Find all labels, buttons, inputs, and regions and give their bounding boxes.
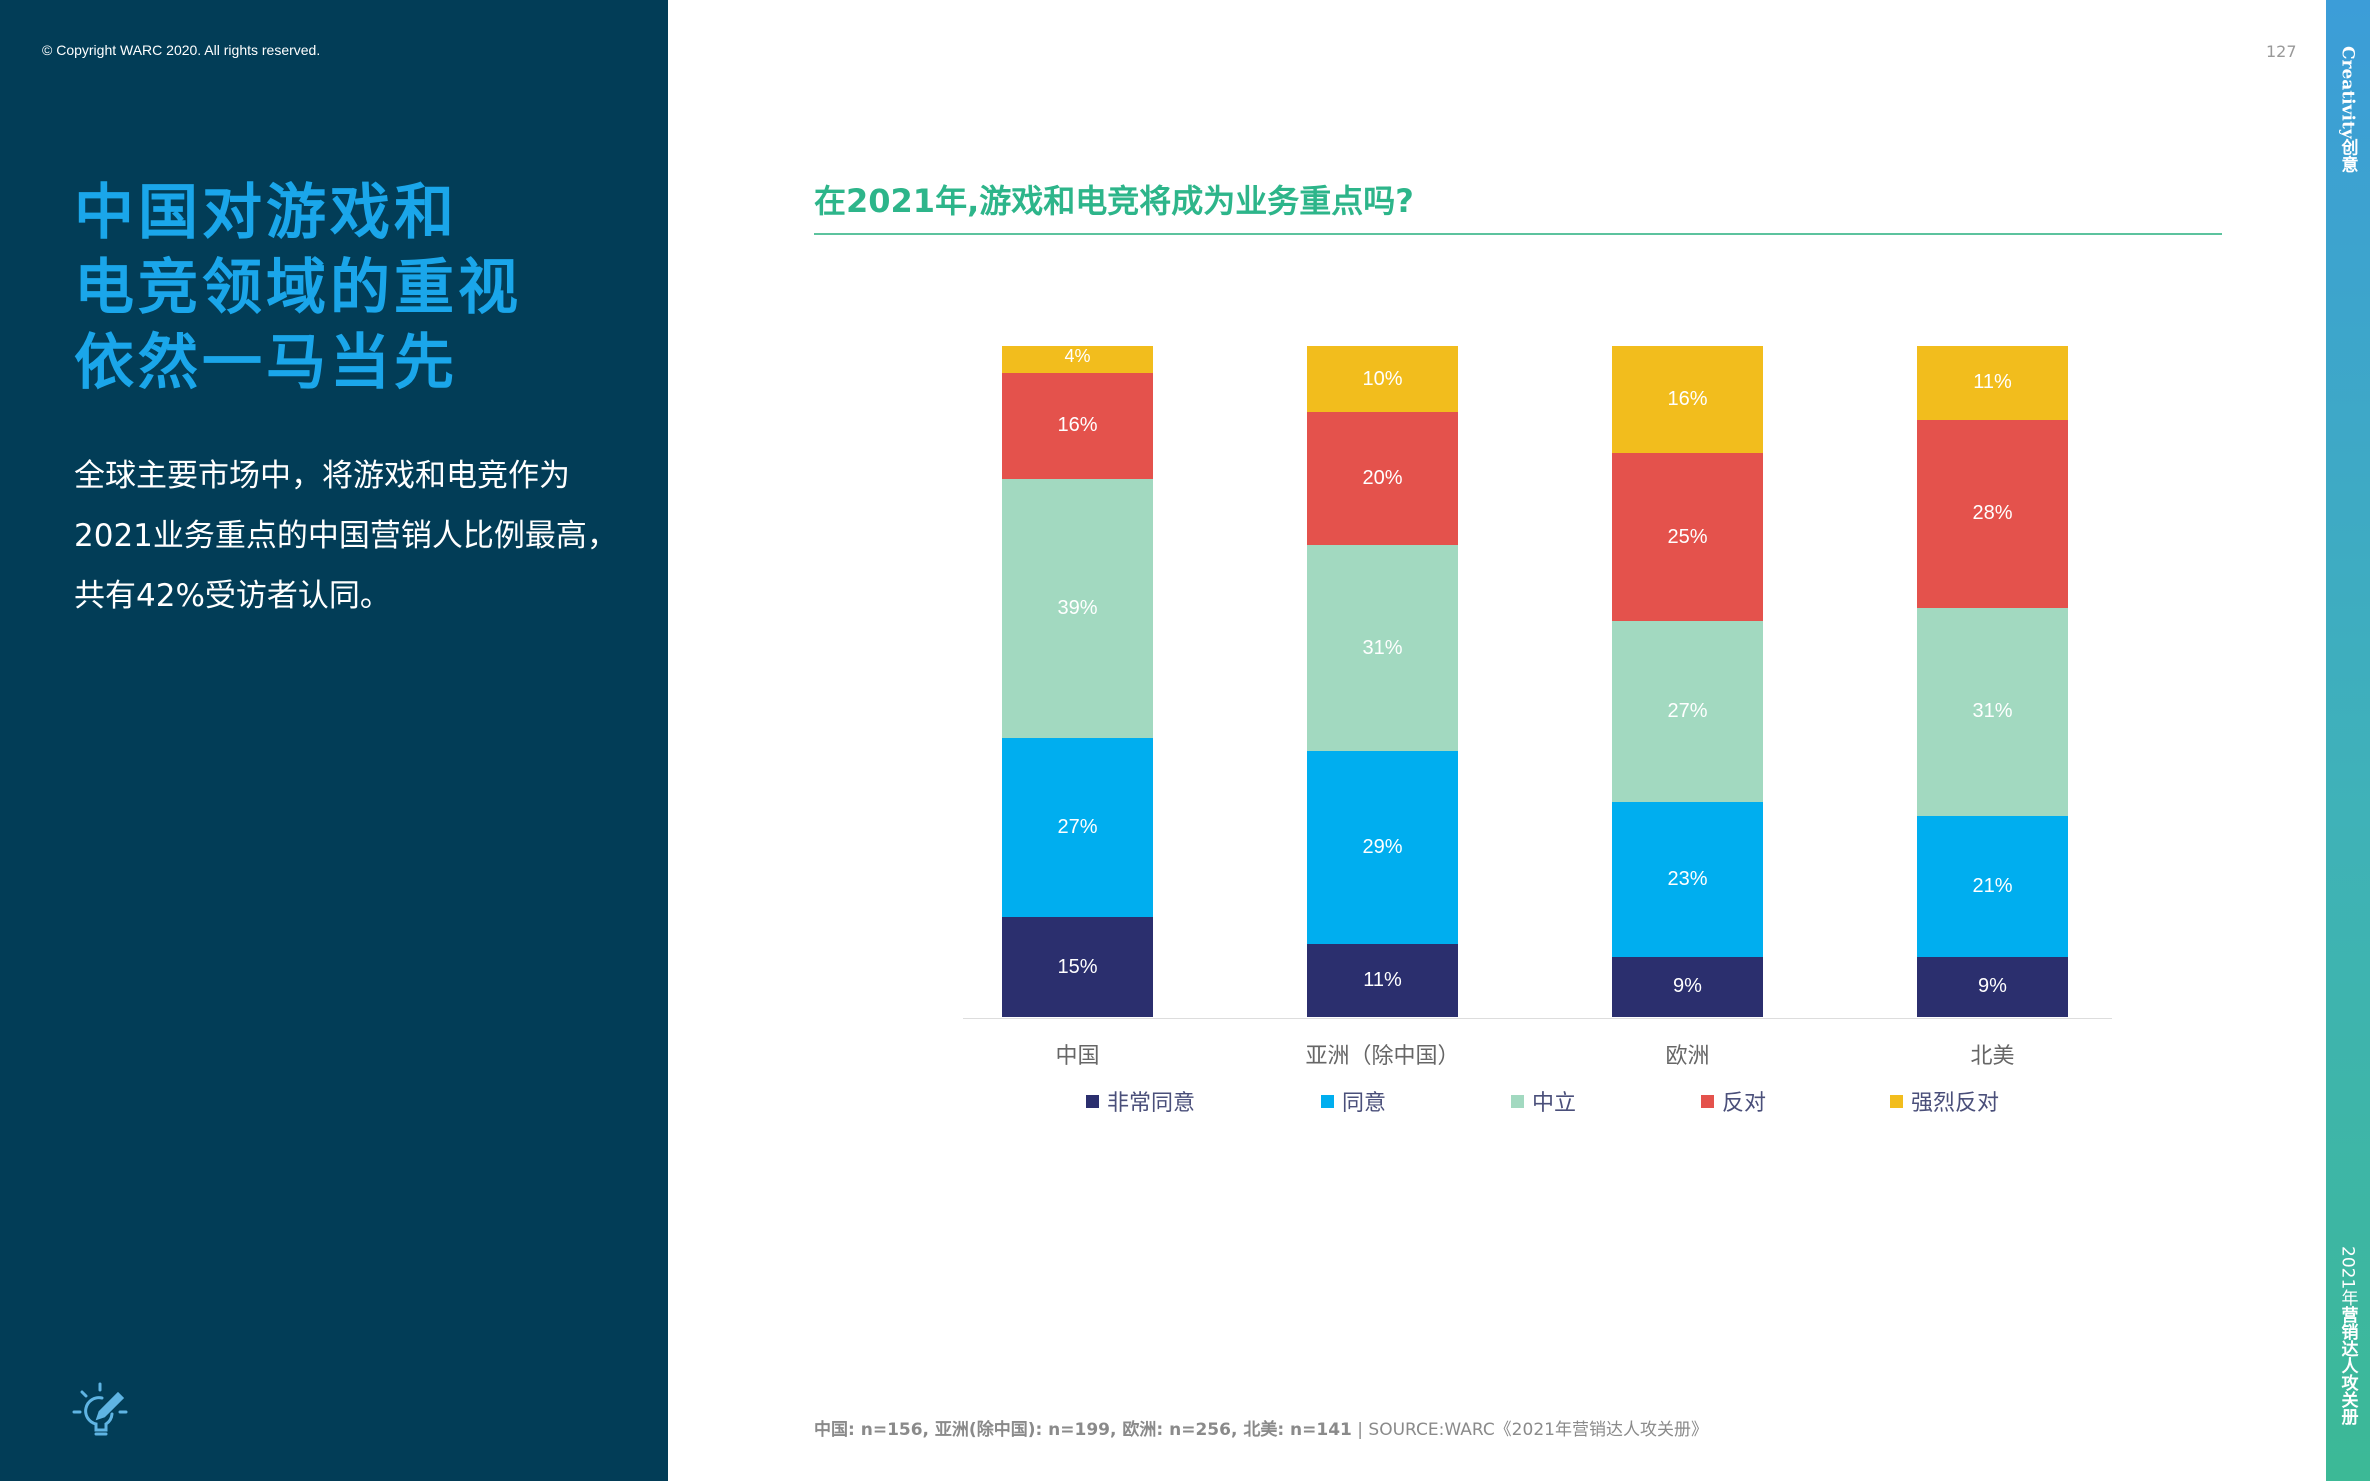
data-label: 28% [1972,502,2013,525]
category-label: 中国 [1055,1044,1100,1069]
page-heading: 中国对游戏和 电竞领域的重视 依然一马当先 [74,176,522,401]
bar-segment: 11% [1917,346,2068,420]
data-label: 10% [1362,367,1403,390]
data-label: 11% [1363,968,1402,991]
publication-year: 2021年 [2337,1246,2358,1307]
data-label: 9% [1978,975,2007,998]
data-label: 27% [1667,700,1708,723]
bar-segment: 10% [1307,346,1458,413]
title-divider [814,233,2222,235]
data-label: 11% [1973,371,2012,394]
legend-label: 反对 [1722,1091,1767,1116]
category-label: 北美 [1970,1044,2015,1069]
legend-swatch [1086,1094,1099,1108]
body-text: 全球主要市场中，将游戏和电竞作为2021业务重点的中国营销人比例最高，共有42%… [74,458,618,614]
chart-title: 在2021年,游戏和电竞将成为业务重点吗? [814,182,1414,220]
chart-footnote: 中国: n=156, 亚洲(除中国): n=199, 欧洲: n=256, 北美… [814,1415,1708,1440]
bar-segment: 28% [1917,419,2068,608]
legend-label: 强烈反对 [1911,1091,2000,1116]
data-label: 20% [1362,467,1403,490]
legend-item: 反对 [1701,1085,1766,1117]
separator: | [1357,1420,1364,1440]
bar-segment: 21% [1917,815,2068,957]
legend-label: 同意 [1342,1091,1387,1116]
bar-segment: 20% [1307,412,1458,546]
bar-segment: 16% [1612,346,1763,454]
section-label: Creativity创意 [2337,46,2358,173]
source: SOURCE:WARC《2021年营销达人攻关册》 [1368,1420,1708,1440]
legend-item: 同意 [1321,1085,1386,1117]
lightbulb-pencil-icon [72,1382,128,1436]
data-label: 21% [1972,874,2013,897]
side-strip [2326,0,2370,1481]
bar-segment: 27% [1002,737,1153,918]
legend-swatch [1701,1094,1714,1108]
legend-item: 强烈反对 [1890,1085,1999,1117]
category-label: 亚洲（除中国） [1305,1044,1460,1069]
data-label: 27% [1057,816,1098,839]
data-label: 29% [1362,836,1403,859]
data-label: 31% [1972,700,2013,723]
bar-segment: 27% [1612,621,1763,803]
legend-swatch [1321,1094,1334,1108]
legend-swatch [1890,1094,1903,1108]
publication-title: 营销达人攻关册 [2337,1306,2358,1426]
page-number: 127 [2266,42,2297,61]
category-label: 欧洲 [1665,1044,1710,1069]
x-axis-line [963,1018,2112,1019]
data-label: 4% [1064,346,1091,366]
bar-segment: 29% [1307,751,1458,944]
data-label: 25% [1667,525,1708,548]
publication-label: 2021年 营销达人攻关册 [2326,1246,2370,1425]
bar-segment: 39% [1002,478,1153,738]
legend-swatch [1511,1094,1524,1108]
heading-line: 依然一马当先 [74,328,458,398]
bar-segment: 25% [1612,453,1763,622]
legend-item: 非常同意 [1086,1085,1195,1117]
data-label: 23% [1667,867,1708,890]
data-label: 15% [1057,955,1098,978]
bar-segment: 4% [1002,346,1153,373]
data-label: 16% [1667,388,1708,411]
bar-segment: 23% [1612,802,1763,957]
bar-segment: 11% [1307,943,1458,1017]
data-label: 16% [1057,414,1098,437]
legend-label: 中立 [1532,1091,1577,1116]
bar-segment: 9% [1612,956,1763,1017]
data-label: 9% [1673,975,1702,998]
bar-segment: 15% [1002,917,1153,1017]
bar-segment: 31% [1307,545,1458,752]
heading-line: 电竞领域的重视 [74,253,522,323]
left-panel: © Copyright WARC 2020. All rights reserv… [0,0,668,1481]
legend-item: 中立 [1511,1085,1576,1117]
bar-segment: 16% [1002,372,1153,479]
data-label: 39% [1057,596,1098,619]
bar-segment: 9% [1917,956,2068,1017]
sample-sizes: 中国: n=156, 亚洲(除中国): n=199, 欧洲: n=256, 北美… [814,1420,1352,1440]
legend-label: 非常同意 [1107,1091,1196,1116]
copyright: © Copyright WARC 2020. All rights reserv… [42,42,321,58]
bar-segment: 31% [1917,607,2068,816]
data-label: 31% [1362,636,1403,659]
heading-line: 中国对游戏和 [74,178,458,248]
